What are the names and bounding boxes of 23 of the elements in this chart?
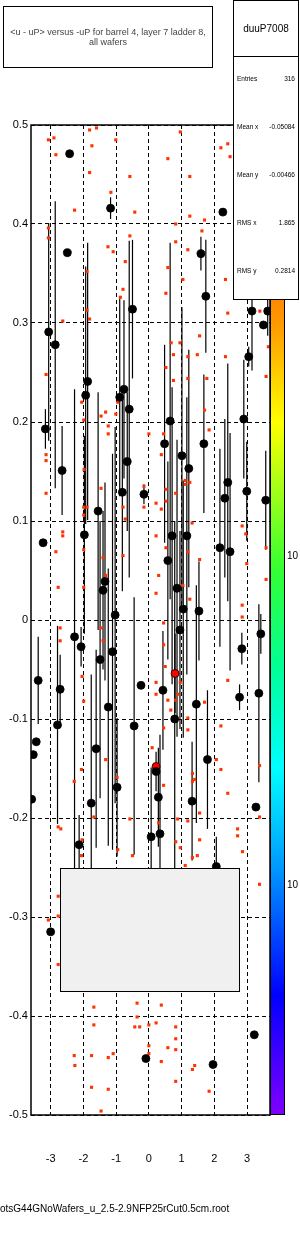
text: 10 [287,550,299,561]
x-tick-label: 2 [211,1151,218,1164]
x-tick-label: -1 [111,1151,122,1164]
y-tick-label: -0.1 [9,712,28,725]
y-tick-label: 0 [21,613,28,626]
y-tick-label: 0.5 [12,118,28,131]
y-tick-label: 0.3 [12,316,28,329]
y-tick-label: -0.4 [9,1009,28,1022]
x-tick-label: 0 [145,1151,152,1164]
chart-title: <u - uP> versus -uP for barrel 4, layer 7 ladder 8, all wafers [10,27,206,47]
y-tick-label: 0.2 [12,415,28,428]
y-tick-label: -0.3 [9,910,28,923]
text: otsG44GNoWafers_u_2.5-2.9NFP25rCut0.5cm.root [0,1203,230,1214]
text: 10 [287,879,299,890]
title-box: <u - uP> versus -uP for barrel 4, layer 7 ladder 8, all wafers [3,6,213,68]
x-tick-label: 3 [244,1151,251,1164]
y-tick-label: 0.1 [12,514,28,527]
y-tick-label: -0.5 [9,1108,28,1121]
x-tick-label: -2 [78,1151,89,1164]
y-tick-label: 0.4 [12,217,28,230]
y-tick-label: -0.2 [9,811,28,824]
x-tick-label: -3 [45,1151,56,1164]
x-tick-label: 1 [178,1151,185,1164]
